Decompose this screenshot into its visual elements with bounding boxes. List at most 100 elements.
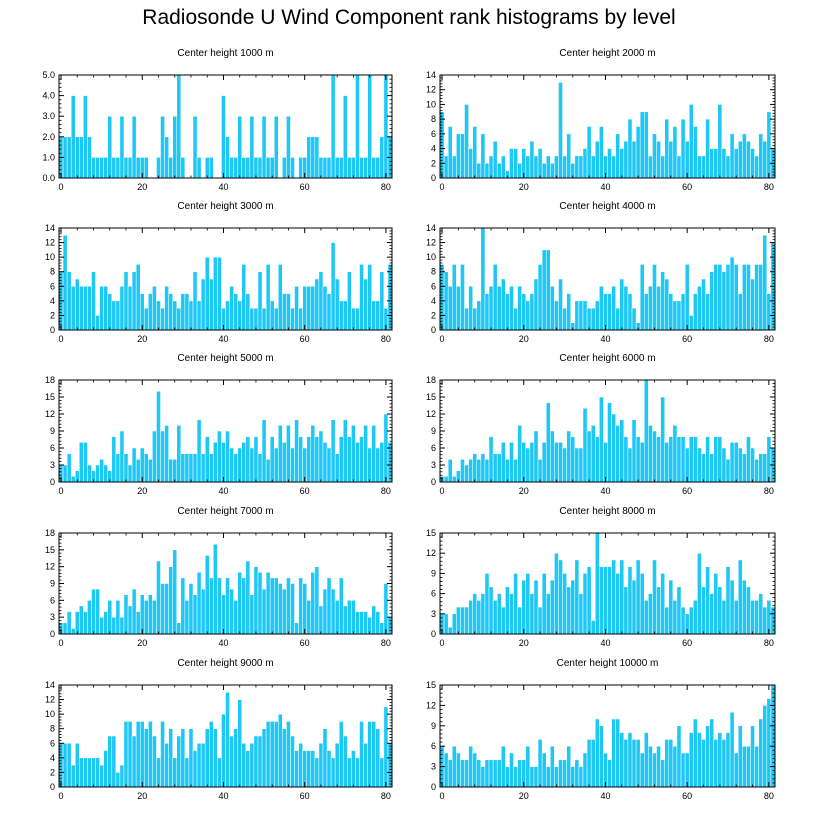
histogram-bar (79, 605, 84, 635)
histogram-bar (371, 721, 377, 788)
histogram-bar (318, 430, 324, 483)
histogram-bar (688, 606, 694, 635)
histogram-bar (635, 436, 641, 483)
x-tick-label: 80 (764, 486, 774, 496)
histogram-bar (249, 115, 255, 179)
histogram-bar (750, 278, 755, 331)
x-tick-label: 40 (218, 791, 228, 801)
histogram-bar (265, 264, 271, 331)
histogram-bar (705, 293, 710, 331)
histogram-bar (746, 745, 751, 788)
histogram-bar (261, 307, 267, 331)
x-tick-label: 80 (381, 486, 391, 496)
histogram-bar (107, 293, 113, 331)
histogram-bar (261, 419, 267, 483)
histogram-bar (541, 442, 547, 483)
y-tick-label: 6 (50, 443, 55, 453)
histogram-bar (253, 566, 259, 635)
histogram-bar (253, 436, 259, 483)
histogram-bar (148, 459, 153, 483)
histogram-bar (460, 606, 465, 635)
histogram-bar (480, 227, 486, 331)
histogram-bar (578, 155, 584, 179)
histogram-bar (480, 133, 486, 179)
histogram-bar (639, 573, 645, 635)
histogram-bar (501, 745, 506, 788)
histogram-bar (758, 453, 763, 483)
histogram-bar (115, 600, 121, 635)
histogram-bar (290, 157, 295, 179)
histogram-bar (148, 293, 153, 331)
histogram-bar (241, 577, 247, 635)
histogram-bar (644, 111, 649, 179)
histogram-bar (717, 436, 723, 483)
histogram-bar (672, 745, 678, 788)
histogram-bar (631, 307, 637, 331)
histogram-bar (733, 442, 739, 483)
histogram-bar (253, 157, 259, 179)
histogram-bar (184, 293, 190, 331)
histogram-bar (533, 766, 539, 788)
histogram-bar (115, 772, 121, 788)
y-tick-label: 12 (426, 548, 436, 558)
histogram-bar (668, 739, 674, 788)
histogram-bar (611, 718, 616, 788)
histogram-bar (196, 300, 202, 331)
histogram-bar (209, 278, 214, 331)
histogram-bar (488, 155, 494, 179)
histogram-bar (717, 586, 723, 635)
y-tick-label: 6 (431, 443, 436, 453)
histogram-bar (225, 577, 230, 635)
histogram-bar (249, 447, 255, 483)
histogram-bar (558, 278, 563, 331)
histogram-bar (249, 743, 255, 788)
histogram-bar (599, 725, 604, 788)
histogram-bar (363, 611, 368, 635)
histogram-bar (99, 616, 104, 635)
y-tick-label: 0 (50, 782, 55, 792)
y-tick-label: 2 (50, 767, 55, 777)
histogram-bar (119, 430, 125, 483)
x-tick-label: 40 (218, 334, 228, 344)
histogram-bar (306, 286, 312, 331)
histogram-bar (729, 579, 735, 635)
y-tick-label: 0 (431, 782, 436, 792)
histogram-bar (484, 163, 490, 179)
histogram-bar (766, 436, 772, 483)
histogram-bar (269, 157, 275, 179)
histogram-bar (578, 593, 584, 635)
histogram-bar (168, 459, 173, 483)
histogram-bar (452, 613, 457, 635)
y-tick-label: 18 (45, 375, 55, 385)
histogram-bar (156, 157, 161, 179)
histogram-bar (237, 300, 242, 331)
histogram-bar (282, 442, 287, 483)
histogram-bar (737, 140, 743, 179)
histogram-bar (209, 453, 214, 483)
x-tick-label: 0 (59, 638, 64, 648)
histogram-bar (257, 453, 263, 483)
histogram-bar (742, 264, 747, 331)
histogram-bar (87, 757, 92, 788)
histogram-bar (148, 594, 153, 635)
histogram-bar (351, 425, 356, 483)
histogram-bar (627, 447, 633, 483)
histogram-bar (737, 293, 743, 331)
histogram-bar (245, 750, 251, 788)
histogram-bar (343, 735, 348, 788)
histogram-bar (83, 286, 88, 331)
histogram-bar (562, 447, 567, 483)
histogram-bar (729, 442, 735, 483)
histogram-bar (697, 286, 702, 331)
histogram-bar (91, 157, 96, 179)
histogram-bar (529, 766, 535, 788)
histogram-bar (709, 271, 714, 331)
histogram-bar (517, 606, 522, 635)
panel-title: Center height 1000 m (177, 48, 273, 59)
histogram-bar (762, 453, 768, 483)
histogram-bar (261, 728, 267, 788)
histogram-bar (578, 766, 584, 788)
y-tick-label: 3.0 (42, 111, 55, 121)
histogram-bar (484, 293, 490, 331)
y-tick-label: 3 (431, 762, 436, 772)
